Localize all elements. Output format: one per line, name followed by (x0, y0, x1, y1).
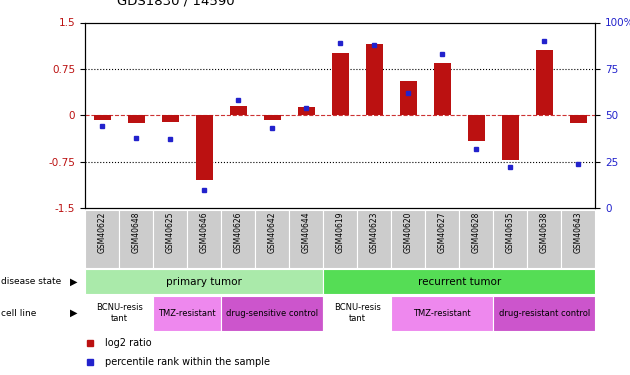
Bar (434, 63, 451, 116)
Bar (264, 116, 281, 120)
Bar (162, 116, 179, 122)
Bar (425, 210, 459, 268)
Bar (501, 116, 519, 160)
Bar (391, 210, 425, 268)
Bar (119, 210, 153, 268)
Text: GSM40619: GSM40619 (336, 212, 345, 253)
Text: log2 ratio: log2 ratio (105, 338, 152, 348)
Text: percentile rank within the sample: percentile rank within the sample (105, 357, 270, 367)
Bar (289, 210, 323, 268)
Text: GSM40620: GSM40620 (404, 212, 413, 253)
Text: GSM40648: GSM40648 (132, 212, 140, 253)
Text: GSM40642: GSM40642 (268, 212, 277, 253)
Bar (459, 210, 493, 268)
Text: BCNU-resis
tant: BCNU-resis tant (334, 303, 381, 323)
Bar (127, 116, 145, 123)
Text: GDS1830 / 14590: GDS1830 / 14590 (117, 0, 234, 8)
Text: TMZ-resistant: TMZ-resistant (413, 309, 471, 318)
Text: drug-sensitive control: drug-sensitive control (226, 309, 318, 318)
Bar (153, 296, 221, 331)
Text: TMZ-resistant: TMZ-resistant (158, 309, 216, 318)
Text: GSM40635: GSM40635 (506, 212, 515, 254)
Text: primary tumor: primary tumor (166, 277, 242, 286)
Text: GSM40628: GSM40628 (472, 212, 481, 253)
Bar (85, 269, 323, 294)
Bar (230, 106, 247, 116)
Bar (527, 210, 561, 268)
Bar (94, 116, 111, 120)
Bar (365, 44, 383, 116)
Text: GSM40644: GSM40644 (302, 212, 311, 254)
Bar (187, 210, 221, 268)
Text: GSM40626: GSM40626 (234, 212, 243, 253)
Text: recurrent tumor: recurrent tumor (418, 277, 501, 286)
Bar (85, 296, 153, 331)
Bar (195, 116, 213, 180)
Bar (400, 81, 417, 116)
Text: GSM40623: GSM40623 (370, 212, 379, 253)
Bar (323, 296, 391, 331)
Text: cell line: cell line (1, 309, 37, 318)
Bar (323, 269, 595, 294)
Bar (221, 210, 255, 268)
Bar (570, 116, 587, 123)
Bar (391, 296, 493, 331)
Bar (298, 107, 315, 116)
Bar (221, 296, 323, 331)
Bar (357, 210, 391, 268)
Text: GSM40627: GSM40627 (438, 212, 447, 253)
Text: GSM40638: GSM40638 (540, 212, 549, 253)
Bar (493, 210, 527, 268)
Text: GSM40646: GSM40646 (200, 212, 209, 254)
Text: disease state: disease state (1, 277, 62, 286)
Bar (85, 210, 119, 268)
Text: GSM40625: GSM40625 (166, 212, 175, 253)
Bar (467, 116, 485, 141)
Text: drug-resistant control: drug-resistant control (499, 309, 590, 318)
Text: GSM40622: GSM40622 (98, 212, 106, 253)
Text: BCNU-resis
tant: BCNU-resis tant (96, 303, 142, 323)
Text: ▶: ▶ (70, 277, 77, 286)
Bar (255, 210, 289, 268)
Bar (153, 210, 187, 268)
Text: GSM40643: GSM40643 (574, 212, 583, 254)
Bar (536, 50, 553, 116)
Bar (561, 210, 595, 268)
Text: ▶: ▶ (70, 308, 77, 318)
Bar (332, 54, 349, 116)
Bar (493, 296, 595, 331)
Bar (323, 210, 357, 268)
